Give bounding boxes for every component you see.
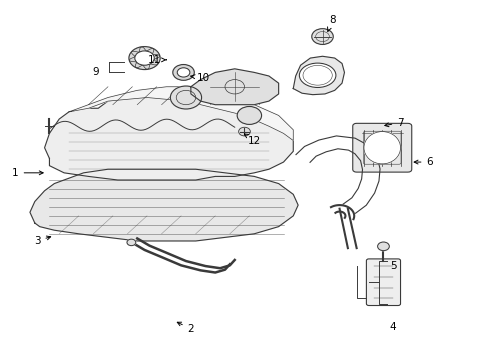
Circle shape [238, 127, 250, 136]
Text: 10: 10 [190, 73, 209, 83]
Polygon shape [293, 56, 344, 95]
Circle shape [172, 64, 194, 80]
Text: 5: 5 [389, 261, 396, 271]
Circle shape [377, 242, 388, 251]
Text: 4: 4 [389, 322, 396, 332]
FancyBboxPatch shape [352, 123, 411, 172]
Text: 2: 2 [177, 322, 194, 334]
Text: 7: 7 [384, 118, 403, 128]
Circle shape [237, 107, 261, 125]
FancyBboxPatch shape [366, 259, 400, 306]
Text: 3: 3 [34, 236, 51, 246]
Text: 8: 8 [327, 15, 335, 31]
Circle shape [170, 86, 201, 109]
Circle shape [135, 51, 154, 65]
Circle shape [129, 46, 160, 69]
Ellipse shape [299, 63, 335, 87]
Polygon shape [30, 169, 298, 241]
Circle shape [127, 239, 136, 246]
Polygon shape [190, 69, 278, 105]
Text: 11: 11 [147, 55, 166, 65]
Ellipse shape [363, 132, 400, 164]
Circle shape [177, 68, 189, 77]
Text: 6: 6 [413, 157, 432, 167]
Polygon shape [44, 94, 293, 180]
Text: 12: 12 [244, 134, 260, 145]
Polygon shape [69, 87, 293, 140]
Text: 1: 1 [12, 168, 43, 178]
Text: 9: 9 [92, 67, 99, 77]
Circle shape [311, 29, 332, 44]
